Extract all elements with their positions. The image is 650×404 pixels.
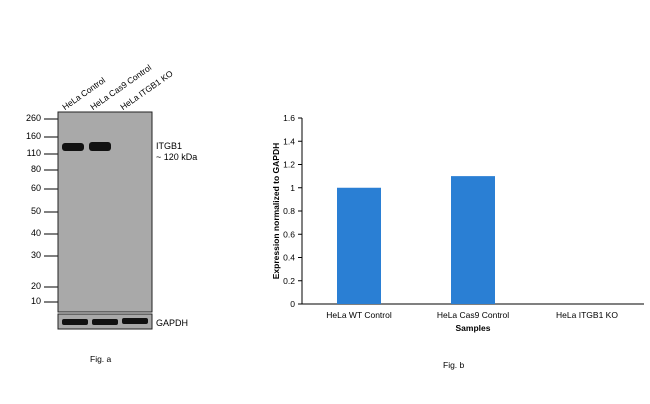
y-tick-label: 1.4: [283, 136, 295, 146]
y-axis-title: Expression normalized to GAPDH: [271, 143, 281, 280]
mw-marker-20: 20: [30, 281, 41, 291]
itgb1-band-lane-2: [89, 142, 111, 151]
mw-marker-40: 40: [30, 228, 41, 238]
itgb1-blot-panel: [44, 111, 153, 313]
x-axis-title: Samples: [456, 323, 491, 333]
y-tick-label: 0.8: [283, 206, 295, 216]
y-tick-label: 1.2: [283, 160, 295, 170]
gapdh-label: GAPDH: [156, 318, 189, 328]
mw-marker-110: 110: [26, 148, 41, 158]
gapdh-blot-panel: [57, 313, 153, 330]
y-tick-label: 0.2: [283, 276, 295, 286]
y-tick-label: 1: [290, 183, 295, 193]
gapdh-band-lane-1: [62, 319, 88, 325]
figure-a-caption: Fig. a: [90, 354, 112, 364]
x-tick-label: HeLa ITGB1 KO: [556, 310, 618, 320]
mw-marker-50: 50: [30, 206, 41, 216]
mw-marker-30: 30: [30, 250, 41, 260]
bar-hela-cas9-control: [451, 176, 495, 304]
y-tick-label: 0.6: [283, 229, 295, 239]
itgb1-band-lane-1: [62, 143, 84, 151]
y-tick-label: 0.4: [283, 253, 295, 263]
y-tick-label: 1.6: [283, 113, 295, 123]
itgb1-size-label: ~ 120 kDa: [156, 152, 198, 162]
mw-marker-60: 60: [30, 183, 41, 193]
x-tick-label: HeLa Cas9 Control: [437, 310, 509, 320]
mw-marker-80: 80: [30, 164, 41, 174]
mw-marker-10: 10: [30, 296, 41, 306]
mw-marker-260: 260: [25, 113, 41, 123]
x-tick-label: HeLa WT Control: [326, 310, 392, 320]
mw-marker-160: 160: [25, 131, 41, 141]
expression-bar-chart: 0 0.2 0.4 0.6 0.8 1 1.2 1.4 1.6 HeLa WT Control H…: [271, 113, 644, 333]
gapdh-band-lane-2: [92, 319, 118, 325]
itgb1-target-label: ITGB1: [156, 141, 183, 151]
y-tick-label: 0: [290, 299, 295, 309]
bar-hela-wt-control: [337, 187, 381, 304]
gapdh-band-lane-3: [122, 318, 148, 324]
figure-b-caption: Fig. b: [443, 360, 465, 370]
